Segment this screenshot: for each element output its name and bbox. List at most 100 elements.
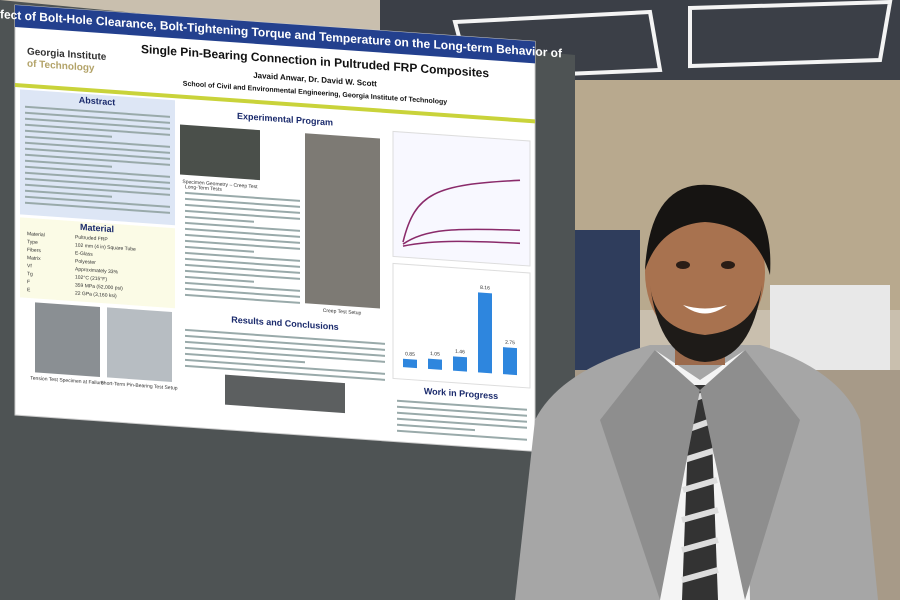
caption: Creep Test Setup: [323, 308, 362, 317]
caption: Tension Test Specimen at Failure: [30, 375, 104, 386]
material-panel: [20, 217, 175, 309]
hair: [645, 184, 771, 275]
material-cell: Matrix: [27, 255, 41, 262]
eye: [676, 261, 690, 269]
text-line: [185, 233, 300, 244]
material-cell: 102 mm (4 in) Square Tube: [75, 243, 136, 253]
text-line: [185, 352, 305, 364]
pin-bearing-photo: [107, 307, 172, 382]
divider: [15, 83, 535, 124]
text-line: [25, 147, 170, 160]
material-cell: Tg: [27, 271, 33, 277]
poster: Effect of Bolt-Hole Clearance, Bolt-Tigh…: [0, 4, 563, 452]
text-line: [25, 159, 112, 168]
text-line: [397, 405, 527, 417]
material-cell: Polyester: [75, 259, 96, 266]
text-line: [185, 358, 385, 375]
caption: Long-Term Tests: [185, 184, 222, 193]
material-cell: Fibers: [27, 247, 41, 254]
material-cell: 102°C (215°F): [75, 275, 107, 283]
poster-header-band: [15, 5, 535, 64]
failure-photo: [225, 374, 345, 414]
text-line: [25, 123, 170, 136]
bar-chart-frame: [392, 262, 531, 389]
material-cell: E-Glass: [75, 251, 93, 258]
specimen-render: [180, 124, 260, 181]
text-line: [185, 275, 254, 283]
logo: of Technology: [27, 58, 95, 74]
text-line: [185, 269, 300, 280]
tie-stripes: [681, 389, 719, 583]
creep-setup-photo: [305, 133, 380, 309]
text-line: [185, 209, 300, 220]
tension-photo: [35, 302, 100, 377]
text-line: [397, 429, 527, 441]
body-text: [25, 105, 527, 441]
text-line: [25, 183, 170, 196]
bar-value-label: 0.85: [405, 351, 415, 358]
text-line: [25, 117, 170, 130]
caption: Short-Term Pin-Bearing Test Setup: [100, 380, 177, 391]
bar-value-label: 8.16: [480, 285, 490, 292]
text-line: [397, 423, 475, 432]
creep-plot: [392, 130, 531, 267]
material-cell: Approximately 33%: [75, 267, 119, 276]
text-line: [185, 203, 300, 214]
text-line: [25, 141, 170, 154]
text-line: [25, 189, 112, 198]
material-cell: F: [27, 279, 30, 285]
bar: [453, 356, 467, 372]
text-line: [25, 177, 170, 190]
text-line: [397, 399, 527, 411]
bar-value-label: 1.46: [455, 349, 465, 356]
bar-value-label: 2.75: [505, 340, 515, 347]
text-line: [185, 197, 300, 208]
bar: [428, 358, 442, 370]
beard: [650, 285, 762, 362]
material-cell: Pultruded FRP: [75, 235, 108, 243]
material-cell: 359 MPa (52,000 psi): [75, 283, 123, 292]
text-line: [397, 411, 527, 423]
text-line: [25, 165, 170, 178]
bar: [503, 347, 517, 376]
creep-curves: [402, 179, 521, 247]
text-line: [185, 334, 385, 351]
material-cell: E: [27, 287, 31, 293]
text-line: [25, 153, 170, 166]
face: [645, 197, 765, 347]
eye: [721, 261, 735, 269]
text-line: [25, 111, 170, 124]
text-line: [25, 135, 170, 148]
text-line: [185, 340, 385, 357]
section-heading: Material: [80, 222, 114, 234]
text-line: [185, 245, 254, 253]
text-line: [185, 215, 254, 223]
text-line: [397, 417, 527, 429]
bar: [403, 358, 417, 369]
text-line: [185, 281, 300, 292]
text-line: [185, 257, 300, 268]
text-line: [185, 263, 300, 274]
section-heading: Abstract: [79, 95, 115, 108]
text-line: [185, 293, 300, 304]
text-line: [25, 195, 170, 208]
text-line: [185, 328, 385, 345]
lapels: [600, 350, 800, 600]
text-line: [25, 201, 170, 214]
material-cell: Type: [27, 239, 38, 246]
text-line: [185, 251, 300, 262]
text-line: [25, 171, 170, 184]
text-line: [185, 346, 385, 363]
smile: [683, 305, 727, 314]
text-line: [185, 287, 300, 298]
text-line: [25, 105, 170, 118]
abstract-panel: [20, 89, 175, 226]
text-line: [185, 221, 300, 232]
bar-value-label: 1.05: [430, 351, 440, 358]
text-line: [185, 227, 300, 238]
material-cell: Vf: [27, 263, 32, 269]
caption: Specimen Geometry – Creep Test: [182, 179, 258, 190]
material-cell: 22 GPa (3,160 ksi): [75, 291, 117, 300]
